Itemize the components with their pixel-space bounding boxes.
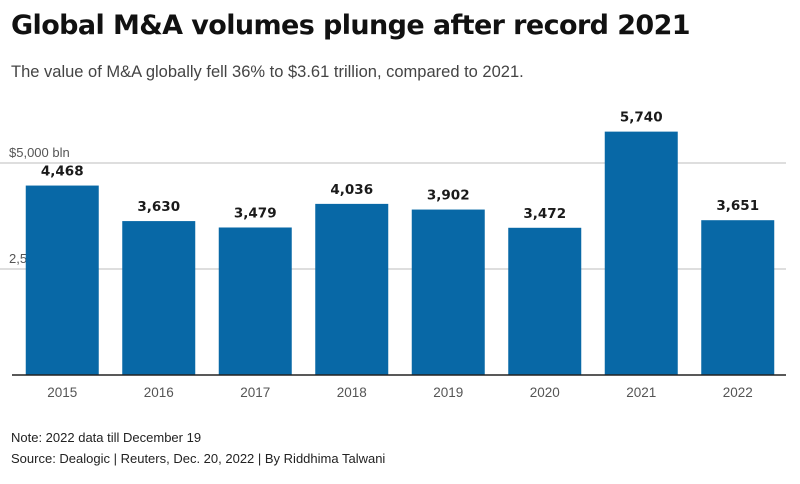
bar-2015 [25, 185, 99, 375]
x-tick-label-2019: 2019 [433, 385, 463, 400]
data-label-2022: 3,651 [716, 198, 759, 214]
chart-source: Source: Dealogic | Reuters, Dec. 20, 202… [11, 451, 386, 466]
bar-2021 [604, 131, 678, 375]
x-tick-label-2017: 2017 [240, 385, 270, 400]
chart-subtitle: The value of M&A globally fell 36% to $3… [11, 63, 524, 81]
bar-2016 [122, 221, 196, 375]
x-tick-label-2015: 2015 [47, 385, 77, 400]
chart-title: Global M&A volumes plunge after record 2… [11, 10, 691, 41]
chart-note: Note: 2022 data till December 19 [11, 430, 202, 445]
x-tick-label-2022: 2022 [723, 385, 753, 400]
bar-2022 [701, 220, 775, 375]
data-label-2020: 3,472 [523, 206, 566, 222]
data-label-2015: 4,468 [41, 164, 84, 180]
bar-2020 [508, 227, 582, 375]
y-tick-label-5000: $5,000 bln [9, 145, 70, 160]
x-tick-label-2016: 2016 [144, 385, 174, 400]
bar-2018 [315, 203, 389, 375]
x-tick-label-2021: 2021 [626, 385, 656, 400]
bar-chart: 2,500$5,000 bln4,46820153,63020163,47920… [0, 110, 786, 400]
data-label-2019: 3,902 [427, 188, 470, 204]
data-label-2016: 3,630 [137, 199, 180, 215]
x-tick-label-2018: 2018 [337, 385, 367, 400]
data-label-2017: 3,479 [234, 205, 277, 221]
data-label-2021: 5,740 [620, 110, 663, 126]
data-label-2018: 4,036 [330, 182, 373, 198]
bar-2017 [218, 227, 292, 375]
bar-2019 [411, 209, 485, 375]
x-tick-label-2020: 2020 [530, 385, 560, 400]
